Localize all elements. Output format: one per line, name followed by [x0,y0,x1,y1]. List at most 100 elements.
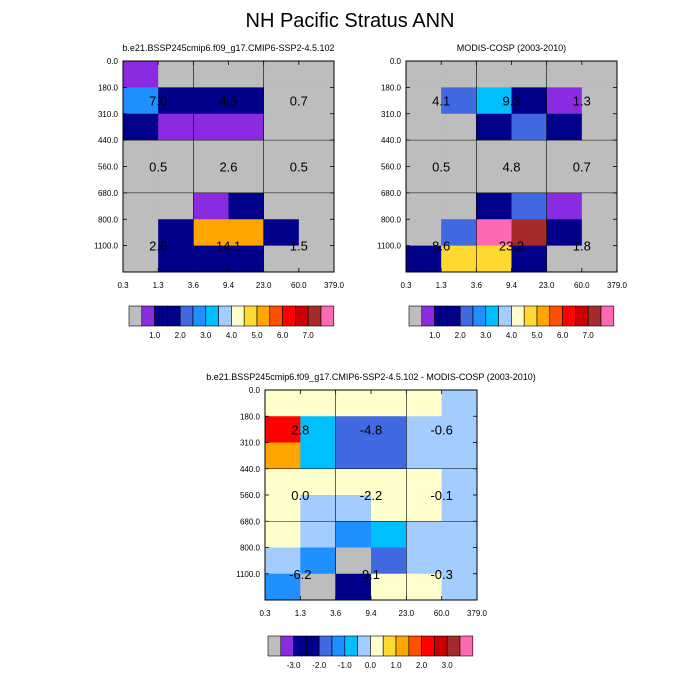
heatmap-cell [441,192,477,220]
colorbar-swatch [267,635,282,657]
colorbar-swatch [382,635,397,657]
value-label: 7.0 [149,94,167,109]
value-label: -2.2 [360,488,382,503]
heatmap-cell [511,113,548,141]
heatmap-cell [158,192,194,220]
value-label: 0.5 [432,160,450,175]
heatmap-cell [158,166,194,194]
y-tick-label: 800.0 [381,215,402,224]
heatmap-cell [511,219,548,247]
heatmap-cell [123,140,159,167]
heatmap-cell [265,390,301,417]
heatmap-cell [123,61,159,88]
value-label: 1.3 [573,94,591,109]
colorbar-label: 2.0 [416,661,428,670]
heatmap-cell [581,192,618,220]
y-tick-label: 800.0 [240,544,261,553]
heatmap-cell [300,521,337,548]
heatmap-cell [581,87,618,115]
x-tick-label: 0.3 [117,281,129,290]
colorbar-swatch [320,305,335,327]
heatmap-cell [228,140,265,167]
heatmap-cell [371,521,407,548]
heatmap-cell [228,87,265,115]
heatmap-cell [123,219,159,247]
x-tick-label: 60.0 [291,281,307,290]
heatmap-cell [335,521,372,548]
colorbar-label: -2.0 [312,661,326,670]
value-label: 2.6 [149,239,167,254]
colorbar-label: 3.0 [480,331,492,340]
colorbar-swatch [167,305,181,327]
colorbar-label: 5.0 [531,331,543,340]
heatmap-cell [193,192,229,220]
heatmap-cell [228,113,265,141]
x-tick-label: 379.0 [607,281,628,290]
heatmap-cell [406,87,442,115]
colorbar-swatch [498,305,512,327]
value-label: 0.0 [291,488,309,503]
heatmap-cell [263,113,300,141]
heatmap-cell [581,113,618,141]
colorbar-swatch [434,635,448,657]
heatmap-cell [441,166,477,194]
figure-title: NH Pacific Stratus ANN [245,10,455,32]
value-label: 4.5 [219,94,237,109]
heatmap-cell [546,166,583,194]
panel-2: MODIS-COSP (2003-2010) 0.0 180.0 310.0 440.0… [377,43,627,340]
x-tick-label: 1.3 [295,609,307,618]
heatmap-cell [265,495,301,522]
heatmap-cell [300,573,337,601]
x-tick-label: 9.4 [365,609,377,618]
value-label: -0.6 [430,422,452,437]
colorbar-swatch [472,305,487,327]
heatmap-cell [581,245,618,273]
colorbar-swatch [218,305,232,327]
value-label: -6.2 [289,567,311,582]
value-label: 0.7 [290,94,308,109]
colorbar-swatch [536,305,551,327]
colorbar: -3.0 -2.0 -1.0 0.0 1.0 2.0 3.0 [267,635,474,670]
value-label: -0.3 [430,567,452,582]
heatmap-cell [265,547,301,575]
heatmap-cell [476,61,512,88]
heatmap-cell [158,219,194,247]
x-tick-label: 1.3 [153,281,165,290]
heatmap-cell [298,61,335,88]
heatmap-cell [263,219,300,247]
heatmap-cell [406,219,442,247]
colorbar-swatch [306,635,320,657]
x-tick-label: 0.3 [400,281,412,290]
colorbar-swatch [128,305,143,327]
heatmap-cell [406,61,442,88]
value-label: 0.7 [573,160,591,175]
heatmap-cell [581,140,618,167]
value-label: 1.8 [573,239,591,254]
heatmap-cell [406,166,442,194]
heatmap-cell [511,87,548,115]
heatmap-cell [406,245,442,273]
y-tick-label: 1100.0 [236,570,260,579]
y-tick-label: 0.0 [390,57,402,66]
x-tick-label: 9.4 [223,281,235,290]
heatmap-cell [441,61,477,88]
colorbar-swatch [331,635,346,657]
heatmap-cell [193,140,229,167]
heatmap-cell [511,61,548,88]
y-tick-label: 680.0 [240,517,261,526]
colorbar-swatch [511,305,525,327]
heatmap-cell [228,245,265,273]
heatmap-cell [406,573,443,601]
heatmap-cell [298,192,335,220]
colorbar-swatch [205,305,219,327]
heatmap-cell [228,61,265,88]
colorbar-swatch [293,635,307,657]
colorbar-swatch [280,635,294,657]
heatmap-cell [441,245,477,273]
heatmap-cell [193,61,229,88]
value-label: 23.2 [499,239,524,254]
x-tick-label: 0.3 [259,609,271,618]
heatmap-cell [265,573,301,601]
heatmap-cell [263,61,300,88]
